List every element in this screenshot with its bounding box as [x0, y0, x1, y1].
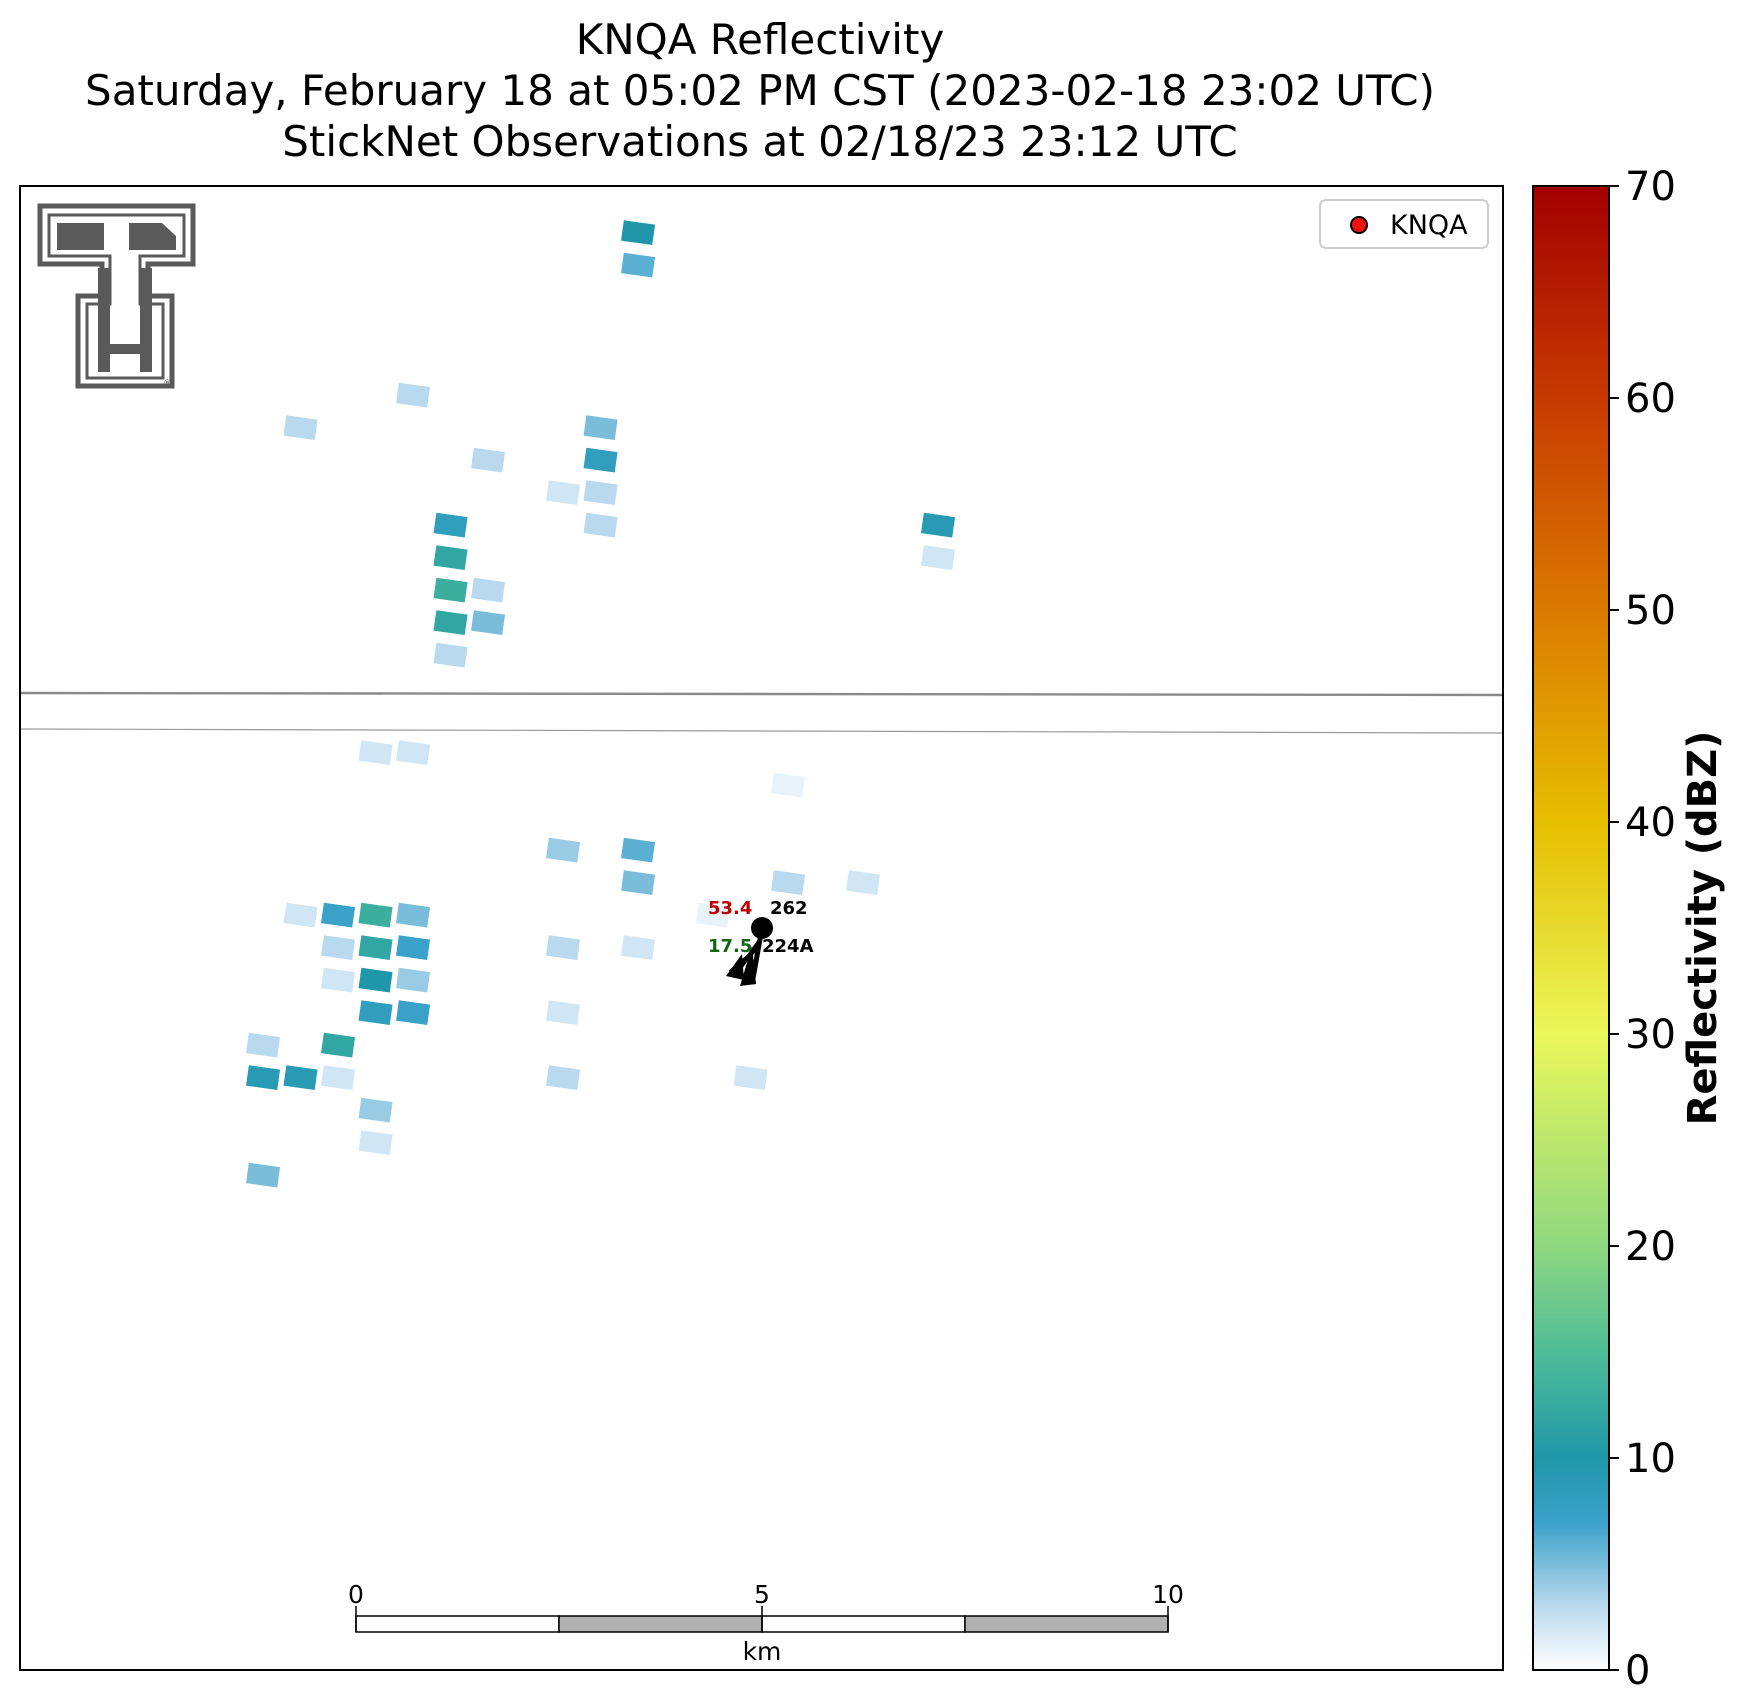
- reflectivity-gate: [358, 902, 393, 928]
- reflectivity-gate: [396, 935, 431, 960]
- reflectivity-gate: [396, 740, 431, 765]
- reflectivity-gate: [396, 1000, 431, 1025]
- reflectivity-gate: [546, 480, 581, 505]
- colorbar-tick-label: 10: [1625, 1436, 1676, 1482]
- reflectivity-gate: [358, 1130, 393, 1155]
- reflectivity-gate: [396, 382, 431, 408]
- colorbar: 0 10 20 30 40 50 60 70 Reflectivity (dBZ): [1532, 164, 1726, 1694]
- reflectivity-gate: [433, 642, 468, 668]
- reflectivity-gate: [583, 415, 618, 440]
- map-frame: [19, 185, 1504, 1671]
- title-block: KNQA Reflectivity Saturday, February 18 …: [0, 14, 1520, 167]
- wind-barb: [726, 927, 765, 986]
- map-panel: ® KNQA 53.4 262 17.5 224A: [19, 185, 1504, 1671]
- reflectivity-gate: [471, 577, 506, 603]
- station-id: 224A: [762, 936, 814, 957]
- reflectivity-gate: [283, 902, 318, 928]
- reflectivity-gate: [546, 837, 581, 863]
- university-logo: ®: [37, 203, 196, 389]
- reflectivity-gate: [921, 545, 956, 570]
- colorbar-tick-label: 50: [1625, 588, 1676, 634]
- reflectivity-gate: [471, 610, 506, 635]
- reflectivity-gate: [283, 1065, 318, 1090]
- reflectivity-gate: [621, 935, 656, 960]
- colorbar-tick-label: 60: [1625, 376, 1676, 422]
- legend-label: KNQA: [1390, 210, 1468, 241]
- reflectivity-gate: [396, 902, 431, 928]
- reflectivity-gate: [321, 967, 356, 993]
- road-line-lower: [20, 728, 1503, 734]
- scale-tick-10: 10: [1152, 1580, 1184, 1609]
- station-temperature: 53.4: [708, 898, 752, 919]
- svg-text:®: ®: [163, 379, 172, 389]
- reflectivity-gate: [733, 1065, 768, 1090]
- reflectivity-gate: [433, 545, 468, 570]
- station-dewpoint: 17.5: [708, 936, 752, 957]
- reflectivity-gate: [846, 870, 881, 895]
- reflectivity-gate: [246, 1065, 281, 1090]
- station-wind-direction: 262: [770, 898, 808, 919]
- scale-segment: [761, 1615, 966, 1633]
- station-marker: [751, 917, 773, 939]
- radar-scan-time: Saturday, February 18 at 05:02 PM CST (2…: [85, 66, 1435, 115]
- scale-segment: [355, 1615, 560, 1633]
- reflectivity-gate: [358, 1000, 393, 1025]
- reflectivity-gate: [471, 447, 506, 473]
- colorbar-ticks: 0 10 20 30 40 50 60 70: [1609, 164, 1676, 1694]
- reflectivity-gate: [358, 1097, 393, 1123]
- scale-unit: km: [743, 1637, 782, 1666]
- reflectivity-gate: [621, 220, 656, 245]
- reflectivity-gate: [246, 1032, 281, 1058]
- colorbar-tick-label: 20: [1625, 1224, 1676, 1270]
- colorbar-tick-label: 40: [1625, 800, 1676, 846]
- colorbar-bar: [1532, 185, 1610, 1671]
- scale-tick-0: 0: [348, 1580, 364, 1609]
- reflectivity-gate: [583, 512, 618, 538]
- map-legend: KNQA: [1319, 199, 1489, 249]
- scale-tick-5: 5: [754, 1580, 770, 1609]
- reflectivity-gate: [621, 837, 656, 863]
- radar-site-marker: [1350, 216, 1368, 234]
- reflectivity-gate: [246, 1162, 281, 1188]
- scale-bar: 0 5 10 km: [348, 1580, 1184, 1666]
- reflectivity-gate: [321, 1065, 356, 1090]
- reflectivity-gate: [283, 415, 318, 440]
- road-line-upper: [20, 691, 1503, 697]
- reflectivity-gate: [921, 512, 956, 538]
- reflectivity-gate: [433, 577, 468, 603]
- reflectivity-gate: [358, 935, 393, 960]
- reflectivity-gate: [771, 772, 806, 798]
- reflectivity-gate: [583, 447, 618, 473]
- reflectivity-gate: [546, 1000, 581, 1025]
- reflectivity-gate: [321, 902, 356, 928]
- reflectivity-gate: [583, 480, 618, 505]
- reflectivity-gate: [771, 870, 806, 895]
- reflectivity-gate: [696, 902, 731, 928]
- reflectivity-gate: [433, 610, 468, 635]
- reflectivity-gate: [358, 740, 393, 765]
- reflectivity-gate: [621, 870, 656, 895]
- scale-segment: [964, 1615, 1169, 1633]
- reflectivity-gate: [396, 967, 431, 993]
- roads-layer: [20, 691, 1503, 734]
- colorbar-label: Reflectivity (dBZ): [1680, 731, 1726, 1126]
- reflectivity-gate: [321, 1032, 356, 1058]
- reflectivity-layer: [246, 220, 956, 1188]
- colorbar-tick-label: 30: [1625, 1012, 1676, 1058]
- colorbar-tick-label: 70: [1625, 164, 1676, 210]
- reflectivity-gate: [546, 935, 581, 960]
- colorbar-tick-label: 0: [1625, 1648, 1650, 1694]
- observation-time: StickNet Observations at 02/18/23 23:12 …: [282, 117, 1238, 166]
- scale-segment: [558, 1615, 763, 1633]
- reflectivity-gate: [546, 1065, 581, 1090]
- sticknet-station-plot: 53.4 262 17.5 224A: [708, 898, 814, 986]
- reflectivity-gate: [621, 252, 656, 278]
- reflectivity-gate: [321, 935, 356, 960]
- reflectivity-gate: [433, 512, 468, 538]
- map-title: KNQA Reflectivity: [575, 15, 945, 64]
- reflectivity-gate: [358, 967, 393, 993]
